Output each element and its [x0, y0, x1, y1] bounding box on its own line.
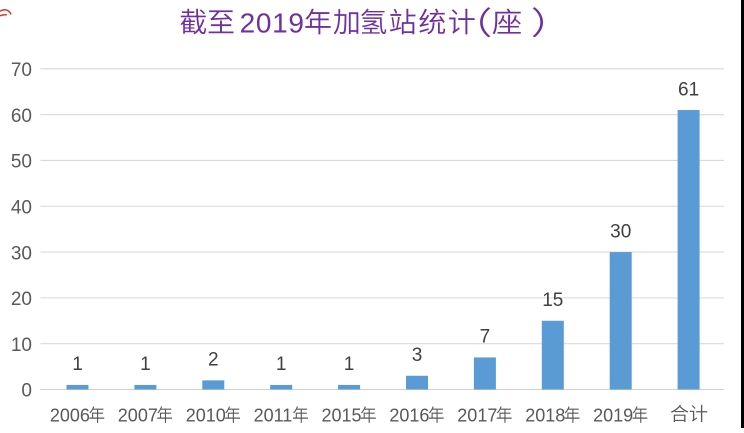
svg-text:2: 2: [208, 350, 219, 371]
svg-text:60: 60: [11, 106, 32, 127]
svg-text:40: 40: [11, 198, 32, 219]
svg-text:0: 0: [21, 381, 32, 402]
svg-text:1: 1: [276, 354, 287, 375]
svg-text:61: 61: [678, 79, 699, 100]
svg-text:1: 1: [344, 354, 355, 375]
svg-text:20: 20: [11, 289, 32, 310]
svg-text:1: 1: [140, 354, 151, 375]
svg-text:15: 15: [542, 290, 563, 311]
svg-text:2011: 2011: [254, 406, 293, 426]
svg-text:2007: 2007: [118, 406, 158, 426]
svg-text:2019: 2019: [240, 8, 305, 39]
svg-text:30: 30: [11, 243, 32, 264]
svg-text:7: 7: [480, 327, 491, 348]
svg-text:30: 30: [610, 221, 631, 242]
svg-text:2006: 2006: [50, 406, 90, 426]
svg-text:70: 70: [11, 60, 32, 81]
svg-text:2010: 2010: [186, 406, 226, 426]
svg-text:2015: 2015: [322, 406, 362, 426]
svg-text:2019: 2019: [593, 406, 633, 426]
svg-text:10: 10: [11, 335, 32, 356]
svg-text:2018: 2018: [525, 406, 565, 426]
svg-text:3: 3: [412, 345, 423, 366]
svg-text:1: 1: [72, 354, 83, 375]
svg-text:50: 50: [11, 152, 32, 173]
svg-text:2017: 2017: [457, 406, 497, 426]
svg-text:2016: 2016: [389, 406, 429, 426]
